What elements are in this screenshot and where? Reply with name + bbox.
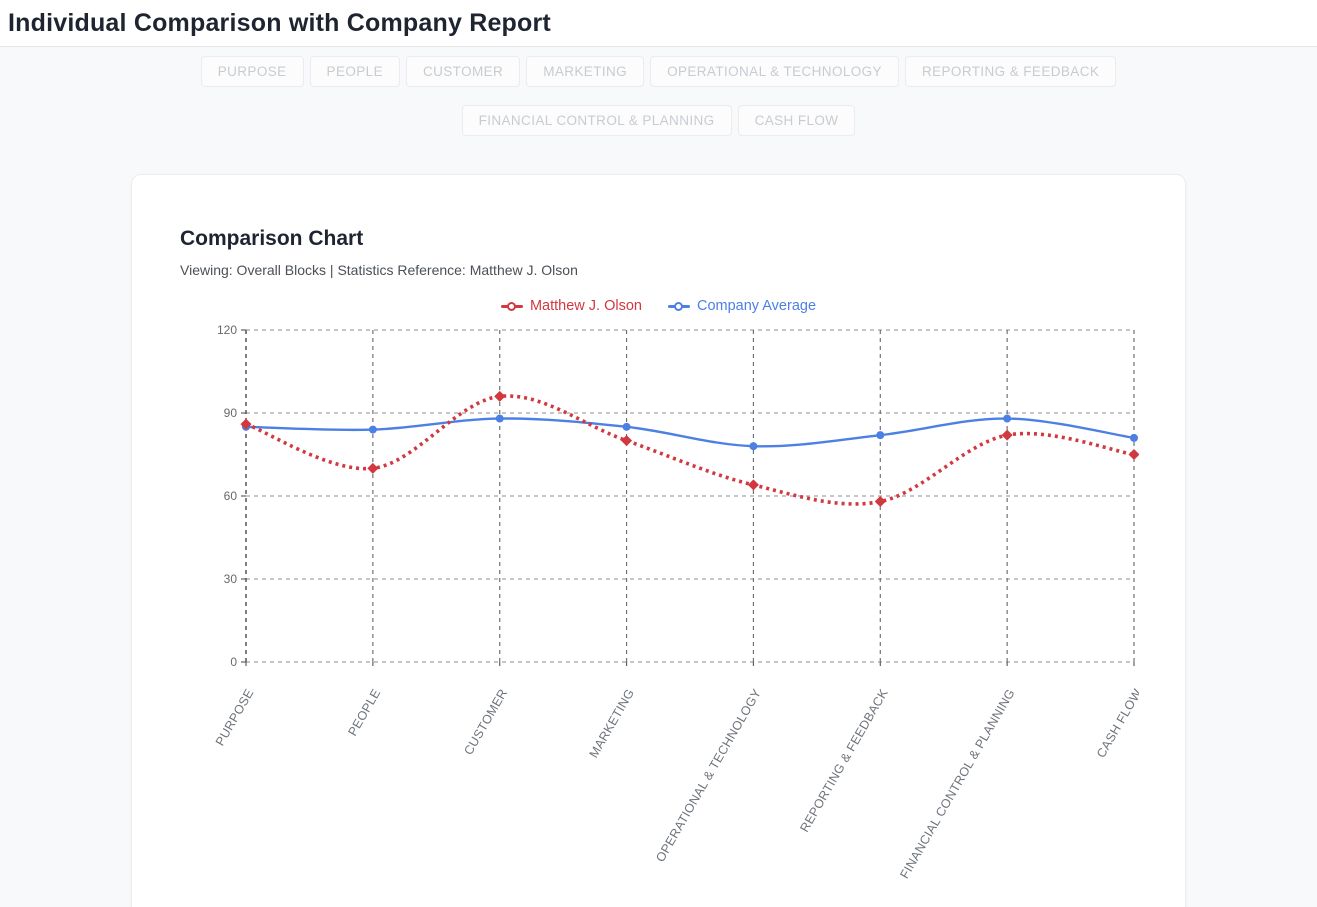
legend-marker-individual-icon	[500, 301, 523, 311]
tab-row-2: FINANCIAL CONTROL & PLANNING CASH FLOW	[0, 105, 1317, 136]
svg-text:30: 30	[224, 572, 238, 586]
comparison-chart-canvas: 0 30 60 90 120 PURPOSE PEOPLE CUSTOMER MARKETING…	[213, 323, 1139, 882]
page-title: Individual Comparison with Company Repor…	[8, 8, 551, 37]
svg-text:CASH FLOW: CASH FLOW	[1094, 687, 1139, 761]
svg-text:CUSTOMER: CUSTOMER	[461, 687, 510, 758]
svg-text:0: 0	[230, 655, 237, 669]
svg-text:120: 120	[217, 323, 237, 337]
tab-customer[interactable]: CUSTOMER	[405, 56, 521, 87]
svg-text:MARKETING: MARKETING	[587, 687, 638, 761]
chart-subtitle: Viewing: Overall Blocks | Statistics Ref…	[180, 262, 578, 278]
tab-people[interactable]: PEOPLE	[309, 56, 400, 87]
svg-text:REPORTING & FEEDBACK: REPORTING & FEEDBACK	[797, 686, 891, 834]
legend-item-individual[interactable]: Matthew J. Olson	[500, 298, 642, 314]
tab-purpose[interactable]: PURPOSE	[200, 56, 304, 87]
svg-text:PEOPLE: PEOPLE	[345, 687, 383, 739]
legend-label-company-average: Company Average	[696, 298, 817, 314]
legend-label-individual: Matthew J. Olson	[529, 298, 642, 314]
svg-text:OPERATIONAL & TECHNOLOGY: OPERATIONAL & TECHNOLOGY	[653, 686, 764, 864]
tab-cash-flow[interactable]: CASH FLOW	[737, 105, 856, 136]
svg-text:FINANCIAL CONTROL & PLANNING: FINANCIAL CONTROL & PLANNING	[897, 687, 1017, 882]
comparison-card: Comparison Chart Viewing: Overall Blocks…	[131, 174, 1186, 907]
svg-text:90: 90	[224, 406, 238, 420]
tab-reporting-feedback[interactable]: REPORTING & FEEDBACK	[904, 56, 1117, 87]
chart-legend: Matthew J. Olson Company Average	[180, 298, 1137, 314]
chart-title: Comparison Chart	[180, 227, 364, 250]
legend-item-company-average[interactable]: Company Average	[667, 298, 817, 314]
tab-operational-technology[interactable]: OPERATIONAL & TECHNOLOGY	[650, 56, 899, 87]
tab-financial-control-planning[interactable]: FINANCIAL CONTROL & PLANNING	[461, 105, 732, 136]
svg-text:PURPOSE: PURPOSE	[213, 687, 257, 749]
tab-row-1: PURPOSE PEOPLE CUSTOMER MARKETING OPERAT…	[0, 56, 1317, 87]
comparison-chart: 0 30 60 90 120 PURPOSE PEOPLE CUSTOMER MARKETING…	[180, 320, 1139, 895]
legend-marker-company-average-icon	[667, 301, 690, 311]
block-tabs: PURPOSE PEOPLE CUSTOMER MARKETING OPERAT…	[0, 56, 1317, 136]
svg-text:60: 60	[224, 489, 238, 503]
page-header: Individual Comparison with Company Repor…	[0, 0, 1317, 47]
tab-marketing[interactable]: MARKETING	[526, 56, 645, 87]
